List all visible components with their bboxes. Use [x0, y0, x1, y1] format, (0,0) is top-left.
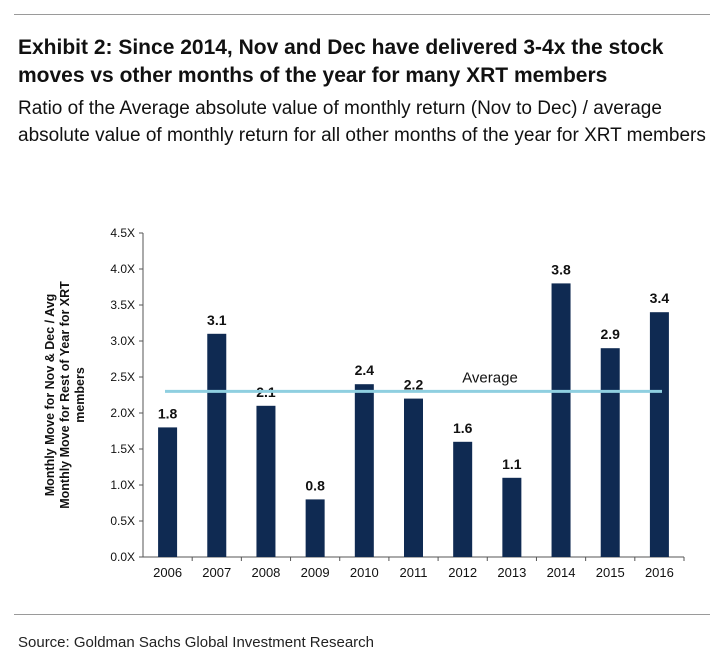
data-label: 1.1: [502, 456, 522, 472]
bar: [600, 348, 620, 557]
y-tick-label: 2.5X: [110, 370, 135, 384]
bar: [207, 333, 227, 557]
x-tick-label: 2013: [497, 565, 526, 580]
top-rule: [14, 14, 710, 15]
y-tick-label: 1.0X: [110, 478, 135, 492]
bar: [354, 384, 374, 557]
bar: [551, 283, 571, 557]
bar: [305, 499, 325, 557]
data-label: 1.8: [158, 405, 178, 421]
data-label: 3.1: [207, 312, 227, 328]
y-axis-title-line: Monthly Move for Rest of Year for XRT: [58, 281, 72, 509]
bar: [256, 405, 276, 557]
data-label: 3.4: [650, 290, 670, 306]
x-tick-label: 2016: [645, 565, 674, 580]
bar: [502, 477, 522, 557]
y-tick-label: 4.5X: [110, 226, 135, 240]
x-tick-label: 2010: [350, 565, 379, 580]
data-label: 2.2: [404, 377, 424, 393]
bar: [649, 312, 669, 557]
y-tick-label: 3.5X: [110, 298, 135, 312]
average-label: Average: [462, 369, 518, 386]
x-tick-label: 2009: [301, 565, 330, 580]
y-axis-title-line: members: [73, 367, 87, 423]
bar: [404, 398, 423, 557]
x-tick-label: 2012: [448, 565, 477, 580]
x-tick-label: 2014: [547, 565, 576, 580]
data-label: 2.4: [355, 362, 375, 378]
y-tick-label: 0.5X: [110, 514, 135, 528]
y-tick-label: 2.0X: [110, 406, 135, 420]
data-label: 2.9: [600, 326, 620, 342]
y-tick-label: 0.0X: [110, 550, 135, 564]
bar: [453, 441, 473, 557]
y-axis-title-line: Monthly Move for Nov & Dec / Avg: [43, 294, 57, 497]
y-tick-label: 3.0X: [110, 334, 135, 348]
source-note: Source: Goldman Sachs Global Investment …: [18, 634, 375, 651]
x-tick-label: 2007: [202, 565, 231, 580]
y-tick-label: 1.5X: [110, 442, 135, 456]
data-label: 3.8: [551, 261, 571, 277]
data-label: 0.8: [305, 477, 325, 493]
y-tick-label: 4.0X: [110, 262, 135, 276]
x-tick-label: 2011: [400, 565, 428, 580]
chart-title: Exhibit 2: Since 2014, Nov and Dec have …: [18, 36, 664, 87]
chart-subtitle: Ratio of the Average absolute value of m…: [18, 98, 706, 146]
x-tick-label: 2006: [153, 565, 182, 580]
data-label: 1.6: [453, 420, 473, 436]
bar: [158, 427, 178, 557]
bottom-rule: [14, 614, 710, 615]
x-tick-label: 2008: [251, 565, 280, 580]
x-tick-label: 2015: [596, 565, 625, 580]
y-axis-title: Monthly Move for Nov & Dec / Avg Monthly …: [43, 281, 87, 509]
